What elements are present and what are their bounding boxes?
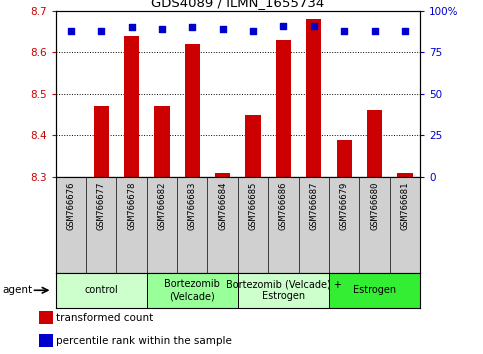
Text: agent: agent bbox=[2, 285, 32, 295]
Text: Estrogen: Estrogen bbox=[353, 285, 396, 295]
Point bbox=[401, 28, 409, 33]
Text: Bortezomib
(Velcade): Bortezomib (Velcade) bbox=[164, 279, 220, 301]
Bar bbox=[154, 106, 170, 177]
Title: GDS4089 / ILMN_1655734: GDS4089 / ILMN_1655734 bbox=[151, 0, 325, 10]
Bar bbox=[185, 44, 200, 177]
Text: GSM766678: GSM766678 bbox=[127, 182, 136, 230]
Point bbox=[341, 28, 348, 33]
Bar bbox=[147, 273, 238, 308]
Point bbox=[249, 28, 257, 33]
Point bbox=[67, 28, 74, 33]
Text: GSM766676: GSM766676 bbox=[66, 182, 75, 230]
Bar bbox=[398, 173, 412, 177]
Text: GSM766685: GSM766685 bbox=[249, 182, 257, 230]
Text: transformed count: transformed count bbox=[56, 313, 153, 322]
Text: GSM766683: GSM766683 bbox=[188, 182, 197, 230]
Text: GSM766682: GSM766682 bbox=[157, 182, 167, 230]
Text: GSM766679: GSM766679 bbox=[340, 182, 349, 230]
Point bbox=[310, 23, 318, 28]
Text: control: control bbox=[84, 285, 118, 295]
Text: GSM766680: GSM766680 bbox=[370, 182, 379, 230]
Bar bbox=[56, 273, 147, 308]
Text: GSM766687: GSM766687 bbox=[309, 182, 318, 230]
Text: percentile rank within the sample: percentile rank within the sample bbox=[56, 336, 231, 346]
Point bbox=[188, 24, 196, 30]
Text: GSM766681: GSM766681 bbox=[400, 182, 410, 230]
Point bbox=[128, 24, 135, 30]
Bar bbox=[215, 173, 230, 177]
Bar bbox=[245, 115, 261, 177]
Bar bbox=[367, 110, 382, 177]
Bar bbox=[276, 40, 291, 177]
Bar bbox=[306, 19, 322, 177]
Point bbox=[219, 26, 227, 32]
Point bbox=[97, 28, 105, 33]
Point bbox=[280, 23, 287, 28]
Bar bbox=[337, 139, 352, 177]
Bar bbox=[39, 311, 53, 324]
Point bbox=[371, 28, 379, 33]
Bar bbox=[124, 35, 139, 177]
Text: GSM766684: GSM766684 bbox=[218, 182, 227, 230]
Text: Bortezomib (Velcade) +
Estrogen: Bortezomib (Velcade) + Estrogen bbox=[226, 279, 341, 301]
Bar bbox=[94, 106, 109, 177]
Point bbox=[158, 26, 166, 32]
Bar bbox=[238, 273, 329, 308]
Text: GSM766677: GSM766677 bbox=[97, 182, 106, 230]
Bar bbox=[39, 334, 53, 347]
Text: GSM766686: GSM766686 bbox=[279, 182, 288, 230]
Bar bbox=[329, 273, 420, 308]
